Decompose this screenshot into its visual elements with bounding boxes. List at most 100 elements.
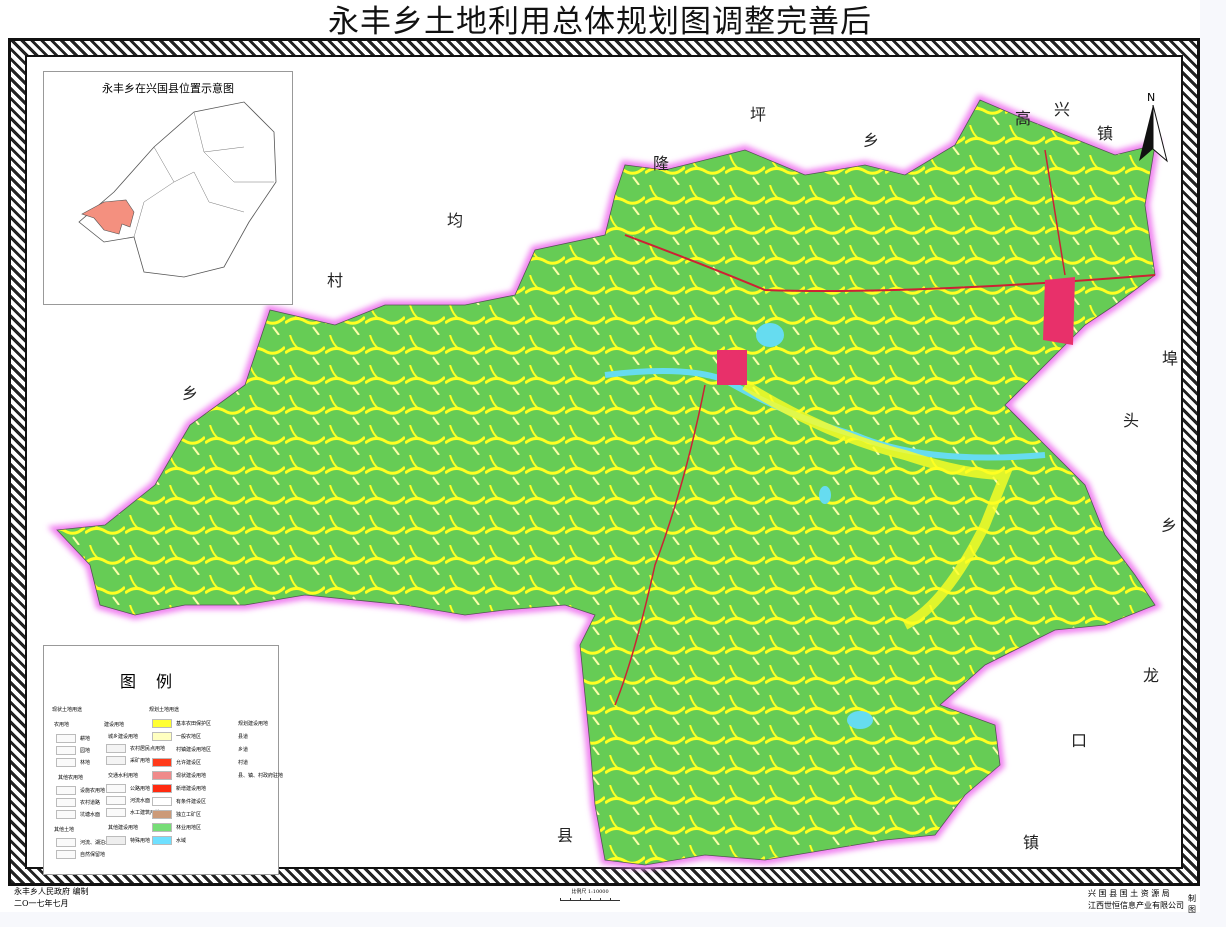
- neighbor-label: 兴: [1054, 100, 1071, 119]
- yongfeng-highlight: [81, 199, 135, 235]
- legend-group: 其他建设用地: [108, 824, 138, 831]
- inset-title: 永丰乡在兴国县位置示意图: [102, 82, 234, 95]
- legend-line-item: 乡道: [214, 745, 248, 754]
- legend-label: 农村居民点用地: [130, 746, 166, 752]
- legend-swatch: [214, 732, 234, 741]
- legend-swatch: [56, 798, 76, 807]
- scale-bar: 比例尺 1:10000: [560, 888, 620, 901]
- legend-label: 自然保留地: [80, 852, 106, 858]
- neighbor-label: 镇: [1097, 124, 1114, 143]
- legend-item: 坑塘水面: [56, 810, 100, 819]
- reservoir: [756, 323, 784, 347]
- reservoir: [847, 711, 873, 729]
- county-map: [78, 101, 277, 278]
- legend-group: 其他农用地: [58, 774, 83, 781]
- legend-item: 有条件建设区: [152, 797, 206, 806]
- legend-swatch: [152, 719, 172, 728]
- legend-label: 水工建筑用地: [130, 810, 161, 816]
- legend-group: 农用地: [54, 721, 69, 728]
- neighbor-label: 乡: [182, 384, 199, 403]
- north-arrow: N: [1135, 91, 1171, 163]
- legend-swatch: [152, 836, 172, 845]
- legend-swatch: [214, 719, 234, 728]
- legend-label: 乡道: [238, 747, 249, 753]
- legend-swatch: [106, 756, 126, 765]
- legend-heading: 规划土地用途: [149, 706, 179, 713]
- legend-label: 新增建设用地: [176, 786, 207, 792]
- decorative-frame: 坪乡隆均村乡高兴镇埠头乡龙口镇赣县 永丰乡在兴国县位置示意图 N 图例 现状土地…: [8, 38, 1200, 886]
- legend-item: 公路用地: [106, 784, 150, 793]
- legend-label: 耕地: [80, 736, 91, 742]
- legend-item: 园地: [56, 746, 90, 755]
- legend-item: 允许建设区: [152, 758, 201, 767]
- legend-label: 农村道路: [80, 800, 101, 806]
- legend-swatch: [152, 797, 172, 806]
- legend-swatch: [106, 808, 126, 817]
- legend-item: 设施农用地: [56, 786, 105, 795]
- legend-swatch: [56, 746, 76, 755]
- legend-swatch: [106, 744, 126, 753]
- legend-label: 坑塘水面: [80, 812, 101, 818]
- legend-swatch: [214, 745, 234, 754]
- legend-item: 林业用地区: [152, 823, 201, 832]
- legend-swatch: [152, 771, 172, 780]
- legend-item: 林地: [56, 758, 90, 767]
- neighbor-label: 头: [1123, 411, 1140, 430]
- township-map: [47, 94, 1162, 870]
- legend-line-item: 村道: [214, 758, 248, 767]
- legend-label: 其他土地: [54, 827, 75, 833]
- legend-swatch: [56, 838, 76, 847]
- legend-swatch: [152, 810, 172, 819]
- legend-item: 现状建设用地: [152, 771, 206, 780]
- highway: [624, 234, 1156, 292]
- legend-swatch: [56, 786, 76, 795]
- legend-label: 设施农用地: [80, 788, 106, 794]
- industrial-zone: [1043, 277, 1075, 345]
- neighbor-label: 乡: [1161, 516, 1178, 535]
- legend-heading: 现状土地用途: [52, 706, 82, 713]
- legend-item: 河流水面: [106, 796, 150, 805]
- legend-item: 自然保留地: [56, 850, 105, 859]
- neighbor-label: 龙: [1143, 666, 1160, 685]
- legend-swatch: [106, 796, 126, 805]
- legend-label: 现状土地用途: [52, 707, 83, 713]
- footer-left: 永丰乡人民政府 编制 二О一七年七月: [14, 886, 89, 910]
- legend-swatch: [56, 850, 76, 859]
- legend-swatch: [152, 823, 172, 832]
- footer-right: 兴 国 县 国 土 资 源 局 江西世恒信息产业有限公司: [1088, 888, 1184, 912]
- neighbor-label: 口: [1071, 731, 1088, 750]
- bureau: 兴 国 县 国 土 资 源 局: [1088, 889, 1170, 898]
- map-sheet: 永丰乡土地利用总体规划图调整完善后 坪乡隆均村乡高兴镇埠头乡龙口镇赣县 永丰乡在…: [8, 4, 1200, 914]
- railway: [1044, 149, 1066, 276]
- legend-label: 基本农田保护区: [176, 721, 212, 727]
- legend-label: 有条件建设区: [176, 799, 207, 805]
- legend-item: 基本农田保护区: [152, 719, 211, 728]
- legend-item: 独立工矿区: [152, 810, 201, 819]
- legend-item: 一般农地区: [152, 732, 201, 741]
- legend-label: 河流、湖泊水面: [80, 840, 116, 846]
- legend-item: 村镇建设用地区: [152, 745, 211, 754]
- legend-label: 县道: [238, 734, 249, 740]
- legend-item: 农村道路: [56, 798, 100, 807]
- legend-item: 耕地: [56, 734, 90, 743]
- map-area: 坪乡隆均村乡高兴镇埠头乡龙口镇赣县 永丰乡在兴国县位置示意图 N 图例 现状土地…: [25, 55, 1183, 875]
- legend-swatch: [214, 758, 234, 767]
- legend-label: 规划土地用途: [149, 707, 180, 713]
- legend-label: 县、镇、村政府驻地: [238, 773, 284, 779]
- legend-swatch: [56, 810, 76, 819]
- made-by: 制图: [1188, 894, 1196, 914]
- legend-label: 公路用地: [130, 786, 151, 792]
- north-label: N: [1147, 91, 1156, 104]
- neighbor-label: 高: [1015, 109, 1032, 128]
- scale-text: 比例尺 1:10000: [571, 889, 609, 895]
- location-inset: 永丰乡在兴国县位置示意图: [43, 71, 293, 305]
- legend-label: 河流水面: [130, 798, 151, 804]
- neighbor-label: 镇: [1023, 833, 1040, 852]
- legend-swatch: [106, 784, 126, 793]
- legend-label: 特殊用地: [130, 838, 151, 844]
- legend-item: 农村居民点用地: [106, 744, 165, 753]
- legend-label: 村道: [238, 760, 249, 766]
- legend-item: 新增建设用地: [152, 784, 206, 793]
- neighbor-label: 坪: [750, 105, 767, 124]
- legend-label: 水域: [176, 838, 187, 844]
